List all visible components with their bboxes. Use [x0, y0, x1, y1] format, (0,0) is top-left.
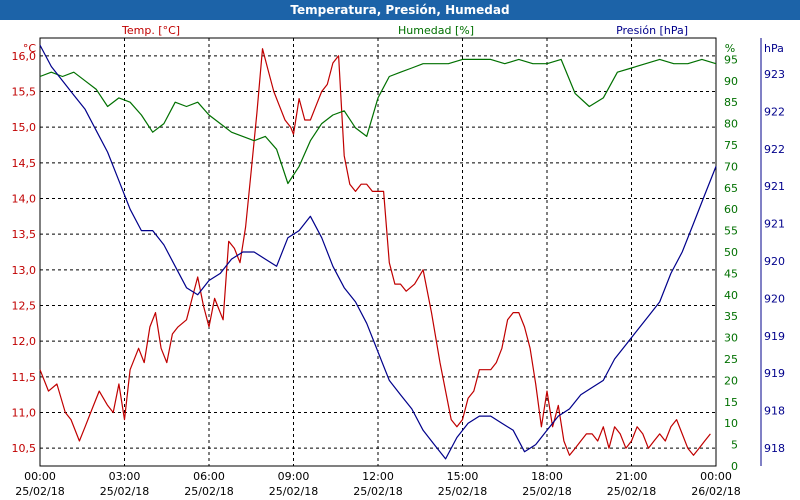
x-tick-time: 15:00 [447, 470, 479, 483]
temp-tick-label: 13,5 [12, 228, 37, 241]
temp-tick-label: 14,5 [12, 157, 37, 170]
hum-tick-label: 70 [724, 160, 738, 173]
hum-tick-label: 60 [724, 203, 738, 216]
pres-tick-label: 921 [764, 218, 785, 231]
hum-tick-label: 85 [724, 96, 738, 109]
hum-tick-label: 90 [724, 75, 738, 88]
x-tick-time: 18:00 [531, 470, 563, 483]
x-tick-time: 12:00 [362, 470, 394, 483]
series-line-temp [39, 48, 711, 456]
hum-tick-label: 35 [724, 310, 738, 323]
hum-tick-label: 5 [731, 439, 738, 452]
hum-tick-label: 95 [724, 53, 738, 66]
x-tick-date: 25/02/18 [15, 485, 64, 498]
pres-tick-label: 922 [764, 105, 785, 118]
temp-unit-label: °C [23, 42, 37, 55]
x-tick-time: 06:00 [193, 470, 225, 483]
series-line-pres [39, 44, 717, 460]
hum-tick-label: 45 [724, 267, 738, 280]
series-line-hum [39, 58, 717, 185]
x-tick-date: 25/02/18 [184, 485, 233, 498]
x-tick-date: 25/02/18 [100, 485, 149, 498]
x-tick-date: 25/02/18 [607, 485, 656, 498]
temp-tick-label: 12,0 [12, 335, 37, 348]
temp-axis-title: Temp. [°C] [121, 24, 180, 37]
pres-tick-label: 918 [764, 442, 785, 455]
pres-tick-label: 919 [764, 367, 785, 380]
temp-tick-label: 13,0 [12, 264, 37, 277]
hum-tick-label: 65 [724, 182, 738, 195]
temp-tick-label: 14,0 [12, 193, 37, 206]
hum-tick-label: 80 [724, 118, 738, 131]
axes-group: 00:00 25/02/18 03:00 25/02/18 06:00 25/02/18 0… [12, 24, 786, 498]
hum-tick-label: 30 [724, 332, 738, 345]
hum-tick-label: 40 [724, 289, 738, 302]
hum-tick-label: 20 [724, 374, 738, 387]
x-tick-date: 25/02/18 [353, 485, 402, 498]
hum-tick-label: 25 [724, 353, 738, 366]
chart-title: Temperatura, Presión, Humedad [0, 0, 800, 20]
pres-tick-label: 920 [764, 255, 785, 268]
x-tick-date: 25/02/18 [438, 485, 487, 498]
x-tick-date: 25/02/18 [269, 485, 318, 498]
pres-tick-label: 919 [764, 330, 785, 343]
temp-tick-label: 10,5 [12, 442, 37, 455]
hum-axis-title: Humedad [%] [398, 24, 474, 37]
plot-border [39, 37, 717, 467]
pres-unit-label: hPa [764, 42, 784, 55]
x-tick-date: 25/02/18 [522, 485, 571, 498]
grid [40, 38, 716, 466]
pres-tick-label: 918 [764, 405, 785, 418]
plot-frame [39, 37, 762, 467]
temp-tick-label: 11,5 [12, 371, 37, 384]
hum-tick-label: 50 [724, 246, 738, 259]
x-tick-time: 00:00 [24, 470, 56, 483]
pres-tick-label: 921 [764, 180, 785, 193]
hum-tick-label: 55 [724, 225, 738, 238]
pres-tick-label: 920 [764, 292, 785, 305]
pres-axis-title: Presión [hPa] [616, 24, 688, 37]
hum-unit-label: % [725, 42, 735, 55]
hum-tick-label: 0 [731, 460, 738, 473]
x-tick-date: 26/02/18 [691, 485, 740, 498]
x-tick-time: 00:00 [700, 470, 732, 483]
series-group [39, 44, 717, 460]
x-tick-time: 21:00 [616, 470, 648, 483]
temp-tick-label: 11,0 [12, 407, 37, 420]
temp-tick-label: 12,5 [12, 300, 37, 313]
x-tick-time: 09:00 [278, 470, 310, 483]
hum-tick-label: 10 [724, 417, 738, 430]
pres-tick-label: 923 [764, 68, 785, 81]
x-tick-time: 03:00 [109, 470, 141, 483]
hum-tick-label: 15 [724, 396, 738, 409]
pres-tick-label: 922 [764, 143, 785, 156]
temp-tick-label: 16,0 [12, 50, 37, 63]
hum-tick-label: 75 [724, 139, 738, 152]
temp-tick-label: 15,0 [12, 121, 37, 134]
temp-tick-label: 15,5 [12, 86, 37, 99]
